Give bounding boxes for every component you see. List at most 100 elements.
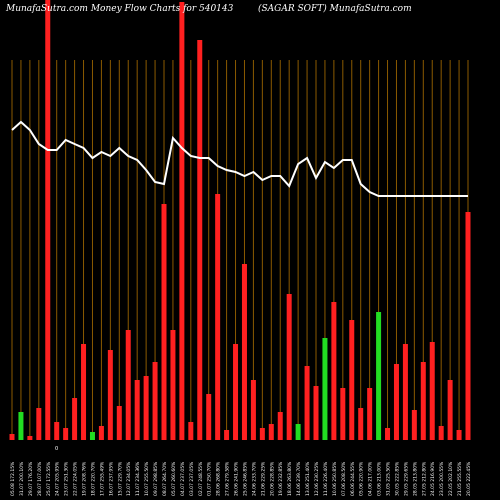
bar bbox=[116, 406, 122, 440]
bar bbox=[465, 212, 471, 440]
x-tick-label: 16.07 237.95% bbox=[108, 461, 114, 496]
bar bbox=[143, 376, 149, 440]
bar bbox=[250, 380, 256, 440]
bar bbox=[197, 40, 203, 440]
bar bbox=[224, 430, 230, 440]
bar bbox=[277, 412, 283, 440]
chart-title-left: MunafaSutra.com Money Flow Charts for 54… bbox=[5, 4, 234, 14]
x-tick-label: 20.05 222.45% bbox=[466, 461, 472, 496]
x-tick-label: 24.06 233.70% bbox=[251, 461, 257, 496]
x-tick-label: 06.06 244.55% bbox=[350, 461, 356, 496]
bar bbox=[349, 320, 355, 440]
bar bbox=[233, 344, 239, 440]
x-tick-label: 20.06 228.85% bbox=[269, 461, 275, 496]
x-tick-label: 26.06 241.90% bbox=[234, 461, 240, 496]
bar bbox=[438, 426, 444, 440]
x-tick-labels: 05.08 172.15% 31.07 200.10% 29.07 176.20% 2… bbox=[10, 461, 472, 496]
bars bbox=[9, 0, 471, 440]
money-flow-line-group bbox=[11, 120, 468, 197]
x-tick-label: 05.07 260.60% bbox=[171, 461, 177, 496]
bar bbox=[179, 2, 185, 440]
bar bbox=[81, 344, 87, 440]
x-tick-label: 25.06 246.85% bbox=[242, 461, 248, 496]
bar bbox=[188, 422, 194, 440]
x-tick-label: 15.07 229.70% bbox=[117, 461, 123, 496]
x-tick-label: 05.08 172.15% bbox=[10, 461, 16, 496]
chart-title-right: (SAGAR SOFT) MunafaSutra.com bbox=[258, 3, 412, 14]
x-tick-label: 25.07 172.55% bbox=[46, 461, 52, 496]
x-tick-label: 18.07 220.70% bbox=[90, 461, 96, 496]
x-tick-label: 23.07 251.30% bbox=[64, 461, 70, 496]
bar bbox=[268, 424, 274, 440]
bar bbox=[18, 412, 24, 440]
x-tick-label: 05.06 220.90% bbox=[359, 461, 365, 496]
bar bbox=[45, 0, 51, 440]
x-tick-label: 31.05 225.50% bbox=[386, 461, 392, 496]
bar bbox=[286, 294, 292, 440]
x-tick-label: 28.07 107.00% bbox=[37, 461, 43, 496]
bar bbox=[215, 194, 221, 440]
x-tick-label: 11.06 226.40% bbox=[323, 461, 329, 496]
x-tick-label: 13.06 251.40% bbox=[305, 461, 311, 496]
x-tick-label: 03.07 237.05% bbox=[189, 461, 195, 496]
x-tick-label: 10.07 255.50% bbox=[144, 461, 150, 496]
bar bbox=[27, 436, 33, 440]
bar bbox=[54, 422, 60, 440]
x-tick-label: 22.05 202.10% bbox=[448, 461, 454, 496]
bar bbox=[134, 380, 140, 440]
x-tick-label: 29.05 229.65% bbox=[403, 461, 409, 496]
bar bbox=[161, 204, 167, 440]
bar bbox=[9, 434, 15, 440]
bar bbox=[89, 432, 95, 440]
bar bbox=[331, 302, 337, 440]
x-tick-label: 19.06 232.85% bbox=[278, 461, 284, 496]
x-tick-label: 14.06 239.70% bbox=[296, 461, 302, 496]
bar bbox=[170, 330, 176, 440]
x-tick-label: 07.06 208.50% bbox=[341, 461, 347, 496]
bar bbox=[98, 426, 104, 440]
x-tick-label: 28.06 268.80% bbox=[216, 461, 222, 496]
bar bbox=[411, 410, 417, 440]
bar bbox=[152, 362, 158, 440]
bar bbox=[206, 394, 212, 440]
bar bbox=[429, 342, 435, 440]
bar bbox=[295, 424, 301, 440]
bar bbox=[63, 428, 69, 440]
bar bbox=[304, 366, 310, 440]
x-tick-label: 10.06 250.85% bbox=[332, 461, 338, 496]
bar bbox=[340, 388, 346, 440]
bar bbox=[259, 428, 265, 440]
bar bbox=[447, 380, 453, 440]
bar bbox=[456, 430, 462, 440]
x-tick-label: 23.05 200.55% bbox=[439, 461, 445, 496]
bar bbox=[107, 350, 113, 440]
bar bbox=[241, 264, 247, 440]
x-tick-label: 04.06 217.00% bbox=[368, 461, 374, 496]
x-tick-label: 19.07 208.76% bbox=[82, 461, 88, 496]
bar bbox=[36, 408, 42, 440]
x-tick-label: 24.05 216.90% bbox=[430, 461, 436, 496]
x-tick-label: 21.06 229.25% bbox=[260, 461, 266, 496]
x-tick-label: 02.07 248.55% bbox=[198, 461, 204, 496]
x-tick-label: 12.06 230.25% bbox=[314, 461, 320, 496]
bar bbox=[402, 344, 408, 440]
bar bbox=[125, 330, 131, 440]
x-tick-label: 08.07 264.70% bbox=[162, 461, 168, 496]
bar bbox=[420, 362, 426, 440]
x-tick-label: 27.05 212.80% bbox=[421, 461, 427, 496]
x-tick-label: 27.06 279.58% bbox=[225, 461, 231, 496]
x-tick-label: 04.07 237.05% bbox=[180, 461, 186, 496]
x-tick-label: 12.07 234.05% bbox=[126, 461, 132, 496]
bar bbox=[376, 312, 382, 440]
bar bbox=[72, 398, 78, 440]
x-tick-label: 22.07 224.05% bbox=[73, 461, 79, 496]
x-tick-label: 11.07 234.36% bbox=[135, 461, 141, 496]
x-tick-label: 28.05 213.80% bbox=[412, 461, 418, 496]
bar bbox=[393, 364, 399, 440]
x-tick-label: 17.07 255.49% bbox=[99, 461, 105, 496]
x-tick-label: 29.07 176.20% bbox=[28, 461, 34, 496]
x-tick-label: 30.05 222.85% bbox=[394, 461, 400, 496]
x-tick-label: 31.07 200.10% bbox=[19, 461, 25, 496]
money-flow-line bbox=[11, 120, 468, 197]
